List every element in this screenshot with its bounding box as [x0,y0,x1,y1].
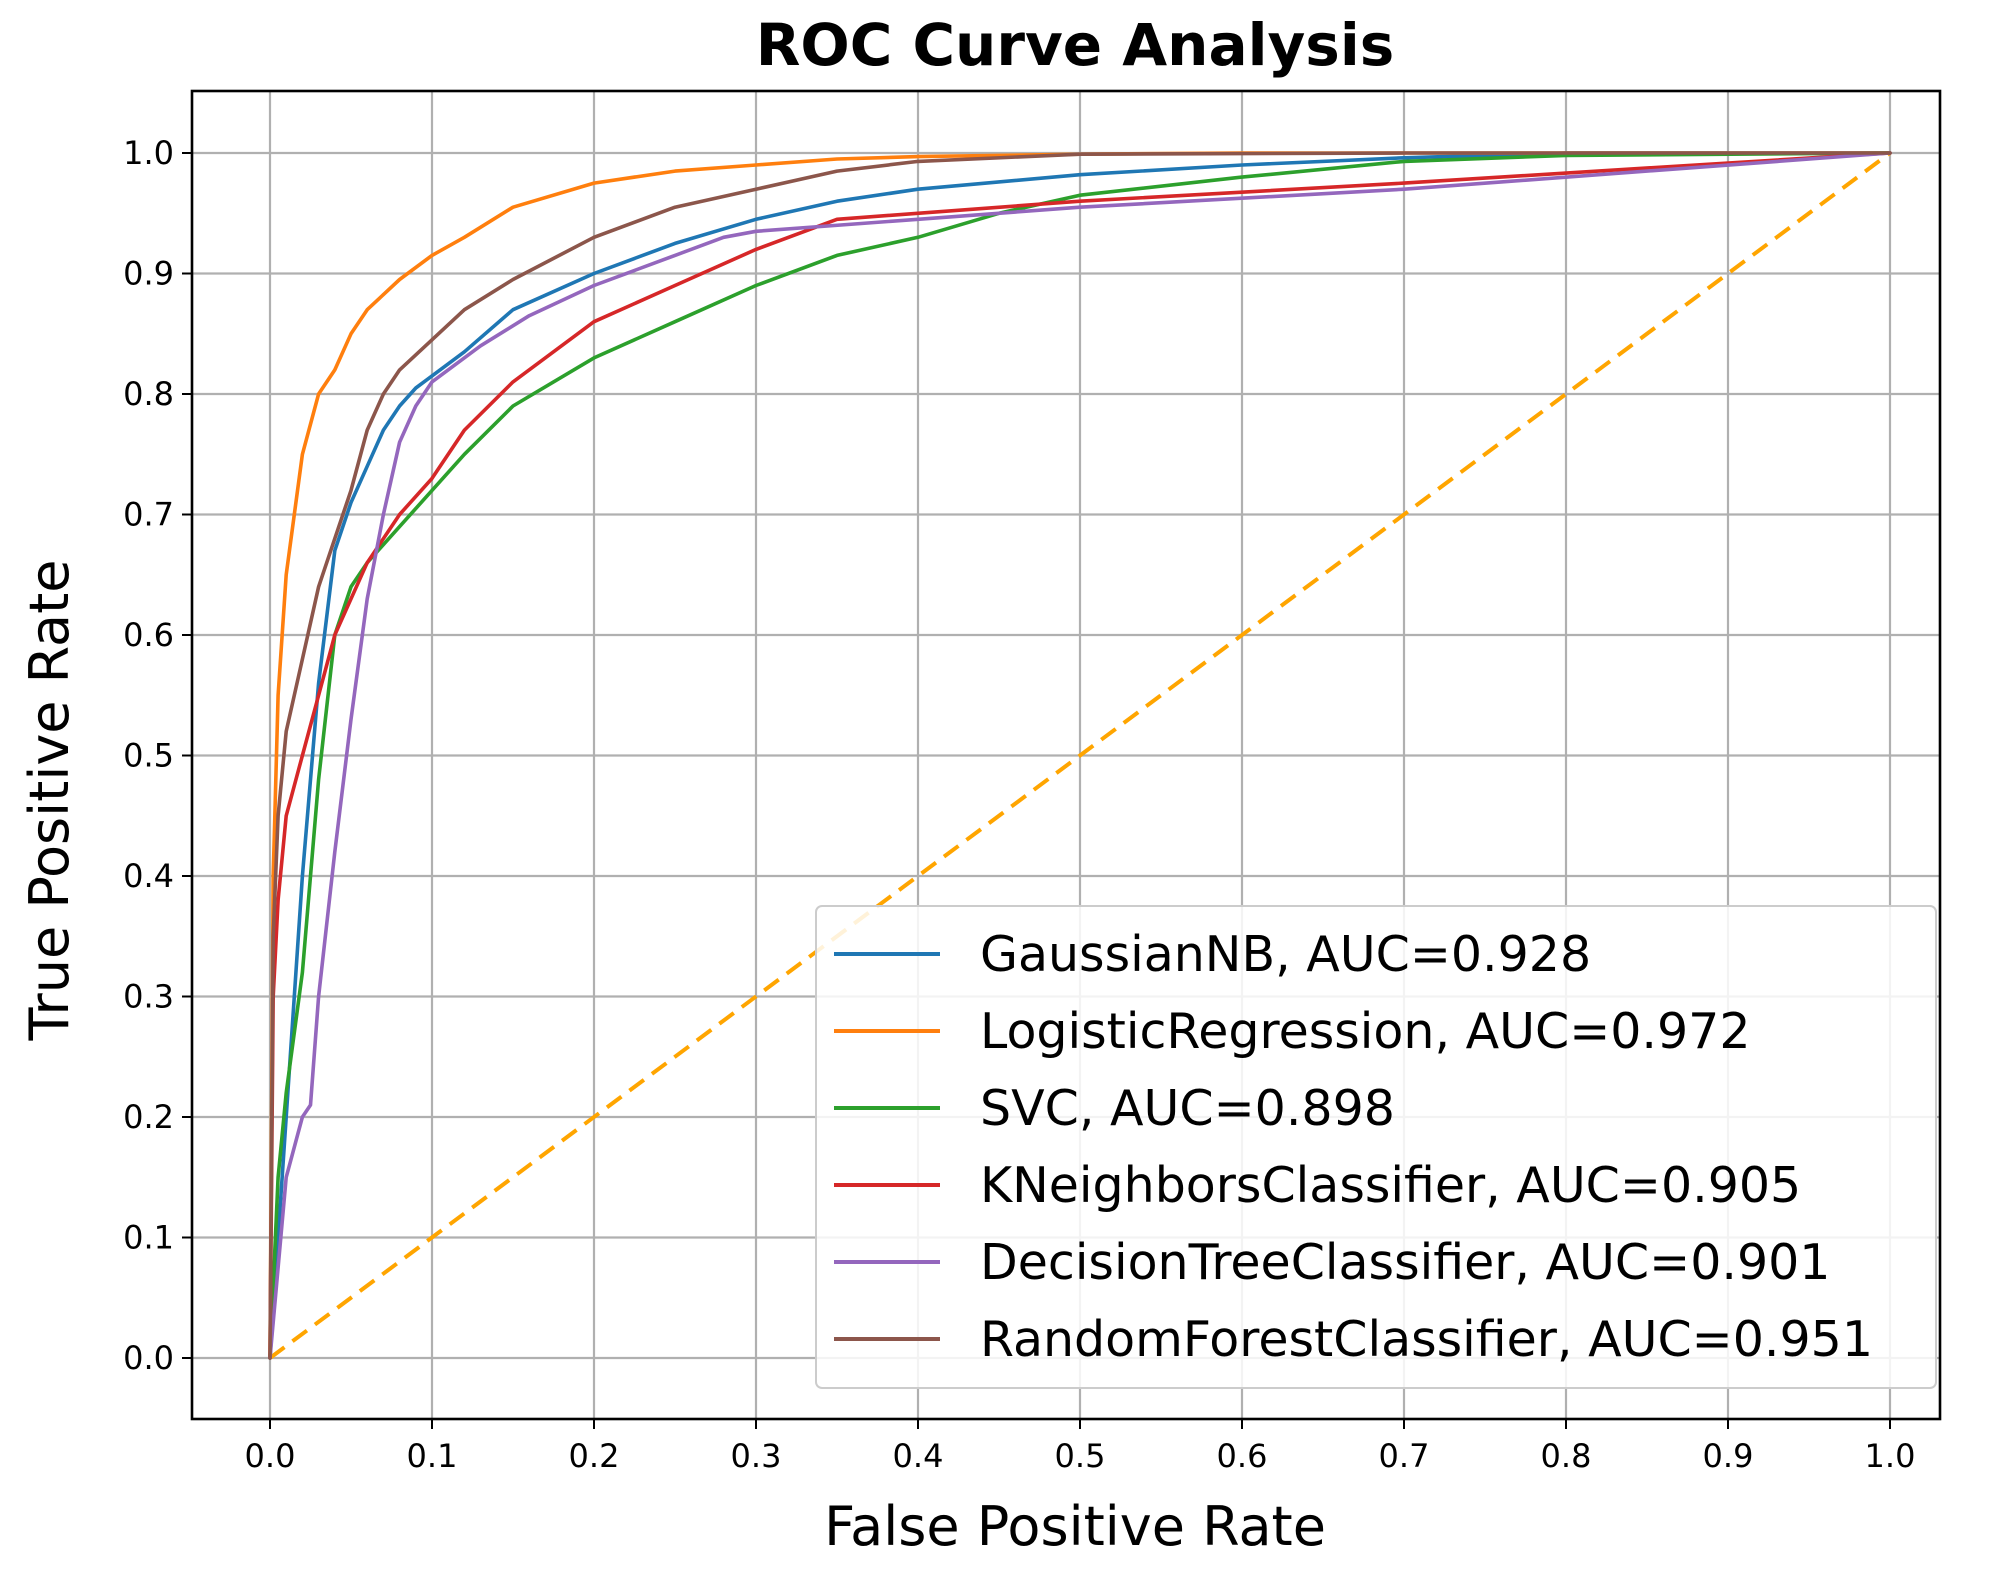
legend-box [815,905,1937,1389]
reference-diagonal [268,151,1892,1360]
legend-label-random-forest-classifier: RandomForestClassifier, AUC=0.951 [980,1311,1873,1368]
x-tick-label: 1.0 [1865,1437,1916,1475]
x-tick-label: 0.3 [731,1437,782,1475]
y-tick-label: 0.1 [123,1219,174,1257]
x-tick-label: 0.1 [407,1437,458,1475]
roc-curve-decision-tree-classifier [268,151,1892,1360]
roc-curve-gaussian-nb [268,151,1892,1360]
x-tick-label: 0.2 [569,1437,620,1475]
roc-curve-kneighbors-classifier [268,151,1892,1360]
x-axis-ticks: 0.0 0.1 0.2 0.3 0.4 0.5 0.6 0.7 0.8 0.9 1.0 [245,1419,1916,1475]
roc-curves [268,151,1892,1360]
y-axis-ticks: 0.0 0.1 0.2 0.3 0.4 0.5 0.6 0.7 0.8 0.9 1.0 [123,134,192,1377]
legend-label-gaussian-nb: GaussianNB, AUC=0.928 [980,926,1591,983]
legend-items: GaussianNB, AUC=0.928 LogisticRegression,… [834,926,1873,1368]
x-tick-label: 0.9 [1703,1437,1754,1475]
x-tick-label: 0.0 [245,1437,296,1475]
x-tick-label: 0.6 [1217,1437,1268,1475]
x-tick-label: 0.7 [1379,1437,1430,1475]
y-tick-label: 0.2 [123,1098,174,1136]
x-tick-label: 0.5 [1055,1437,1106,1475]
y-tick-label: 0.6 [123,616,174,654]
roc-curve-random-forest-classifier [268,151,1892,1360]
y-tick-label: 0.3 [123,978,174,1016]
x-tick-label: 0.8 [1541,1437,1592,1475]
roc-curve-svc [268,151,1892,1360]
x-axis-label: False Positive Rate [824,1495,1326,1558]
y-tick-label: 0.5 [123,737,174,775]
y-tick-label: 0.9 [123,255,174,293]
legend-label-svc: SVC, AUC=0.898 [980,1080,1395,1137]
y-tick-label: 1.0 [123,134,174,172]
y-tick-label: 0.0 [123,1339,174,1377]
y-axis-label: True Positive Rate [18,559,81,1041]
y-tick-label: 0.4 [123,857,174,895]
legend: GaussianNB, AUC=0.928 LogisticRegression,… [815,905,1937,1389]
legend-label-decision-tree-classifier: DecisionTreeClassifier, AUC=0.901 [980,1234,1830,1291]
chart-title: ROC Curve Analysis [756,11,1394,79]
reference-line [268,151,1892,1360]
legend-label-logistic-regression: LogisticRegression, AUC=0.972 [980,1003,1751,1060]
y-tick-label: 0.7 [123,496,174,534]
x-tick-label: 0.4 [893,1437,944,1475]
legend-label-kneighbors-classifier: KNeighborsClassifier, AUC=0.905 [980,1157,1801,1214]
y-tick-label: 0.8 [123,375,174,413]
roc-curve-logistic-regression [268,151,1892,1360]
